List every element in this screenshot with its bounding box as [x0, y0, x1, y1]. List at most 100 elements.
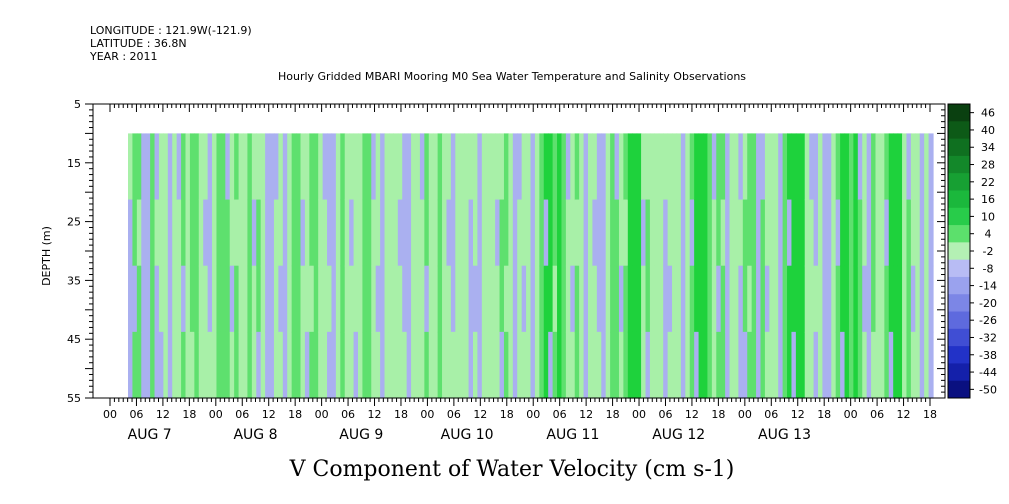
heatmap-cell	[468, 331, 474, 399]
colorbar-swatch	[948, 346, 970, 364]
heatmap-cell	[397, 331, 403, 399]
heatmap-cell	[296, 199, 302, 267]
heatmap-cell	[388, 199, 394, 267]
heatmap-cell	[362, 199, 368, 267]
heatmap-cell	[194, 199, 200, 267]
heatmap-cell	[446, 199, 452, 267]
heatmap-cell	[521, 133, 527, 201]
heatmap-cell	[742, 199, 748, 267]
heatmap-cell	[818, 199, 824, 267]
heatmap-cell	[225, 265, 231, 333]
heatmap-cell	[437, 133, 443, 201]
heatmap-cell	[340, 199, 346, 267]
heatmap-cell	[331, 199, 337, 267]
heatmap-cell	[676, 133, 682, 201]
heatmap-cell	[393, 331, 399, 399]
heatmap-cell	[645, 265, 651, 333]
heatmap-cell	[658, 265, 664, 333]
heatmap-cell	[419, 133, 425, 201]
heatmap-cell	[543, 133, 549, 201]
x-tick-label: 12	[791, 408, 805, 421]
heatmap-cell	[371, 265, 377, 333]
heatmap-cell	[512, 265, 518, 333]
heatmap-cell	[358, 199, 364, 267]
heatmap-cell	[278, 133, 284, 201]
heatmap-cell	[172, 199, 178, 267]
colorbar-label: -32	[979, 331, 997, 344]
heatmap-cell	[508, 199, 514, 267]
heatmap-cell	[141, 199, 147, 267]
heatmap-cell	[694, 331, 700, 399]
heatmap-cell	[278, 331, 284, 399]
heatmap-cell	[711, 265, 717, 333]
heatmap-cell	[150, 133, 156, 201]
heatmap-cell	[924, 133, 930, 201]
heatmap-cell	[596, 265, 602, 333]
heatmap-cell	[145, 199, 151, 267]
heatmap-cell	[835, 331, 841, 399]
heatmap-cell	[822, 331, 828, 399]
heatmap-cell	[260, 265, 266, 333]
heatmap-cell	[543, 331, 549, 399]
heatmap-cell	[521, 199, 527, 267]
heatmap-cell	[340, 265, 346, 333]
x-tick-label: 18	[923, 408, 937, 421]
heatmap-cell	[583, 265, 589, 333]
heatmap-cell	[893, 199, 899, 267]
heatmap-cell	[353, 133, 359, 201]
heatmap-cell	[645, 199, 651, 267]
heatmap-cell	[610, 265, 616, 333]
heatmap-cell	[415, 265, 421, 333]
heatmap-cell	[853, 331, 859, 399]
y-tick-label: 55	[67, 392, 81, 405]
heatmap-cell	[862, 265, 868, 333]
x-tick-label: 06	[870, 408, 884, 421]
heatmap-cell	[481, 199, 487, 267]
heatmap-cell	[464, 265, 470, 333]
heatmap-cell	[813, 331, 819, 399]
heatmap-cell	[565, 331, 571, 399]
heatmap-cell	[251, 133, 257, 201]
heatmap-cell	[747, 199, 753, 267]
heatmap-cell	[733, 199, 739, 267]
heatmap-cell	[623, 331, 629, 399]
heatmap-cell	[260, 199, 266, 267]
heatmap-cell	[136, 133, 142, 201]
colorbar-label: -50	[979, 383, 997, 396]
heatmap-cell	[720, 265, 726, 333]
heatmap-cell	[503, 265, 509, 333]
heatmap-cell	[304, 199, 310, 267]
heatmap-cell	[539, 133, 545, 201]
heatmap-cell	[879, 265, 885, 333]
heatmap-cell	[888, 199, 894, 267]
heatmap-cell	[296, 265, 302, 333]
heatmap-cell	[813, 265, 819, 333]
heatmap-cell	[729, 331, 735, 399]
heatmap-cell	[548, 199, 554, 267]
colorbar-label: -44	[979, 366, 997, 379]
heatmap-cell	[322, 265, 328, 333]
year-label: YEAR : 2011	[89, 50, 158, 63]
heatmap-cell	[309, 265, 315, 333]
heatmap-cell	[154, 265, 160, 333]
heatmap-cell	[778, 199, 784, 267]
x-tick-label: 00	[526, 408, 540, 421]
heatmap-cell	[150, 199, 156, 267]
heatmap-cell	[194, 265, 200, 333]
heatmap-cell	[853, 199, 859, 267]
heatmap-cell	[384, 199, 390, 267]
heatmap-cell	[158, 331, 164, 399]
heatmap-cell	[649, 133, 655, 201]
heatmap-cell	[751, 265, 757, 333]
heatmap-cell	[592, 265, 598, 333]
heatmap-cell	[243, 133, 249, 201]
heatmap-cell	[835, 265, 841, 333]
heatmap-cell	[915, 331, 921, 399]
heatmap-cell	[154, 199, 160, 267]
heatmap-cell	[185, 331, 191, 399]
heatmap-cell	[424, 331, 430, 399]
heatmap-cell	[570, 265, 576, 333]
heatmap-cell	[813, 199, 819, 267]
heatmap-cell	[185, 265, 191, 333]
heatmap-cell	[534, 331, 540, 399]
